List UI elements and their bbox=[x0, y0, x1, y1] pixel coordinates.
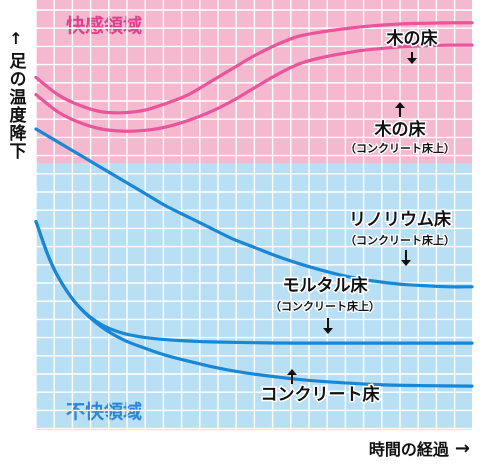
series-0-arrow-head bbox=[407, 58, 417, 64]
series-layer bbox=[34, 21, 474, 388]
series-1-sublabel: （コンクリート床上） bbox=[345, 141, 455, 155]
x-axis-arrow: → bbox=[454, 437, 470, 459]
labels-layer: 木の床木の床（コンクリート床上）リノリウム床（コンクリート床上）モルタル床（コン… bbox=[259, 27, 456, 407]
series-3-sublabel: （コンクリート床上） bbox=[270, 299, 380, 313]
series-2-arrow-head bbox=[401, 260, 411, 266]
series-1-label: 木の床 bbox=[374, 119, 427, 140]
series-2-sublabel: （コンクリート床上） bbox=[345, 233, 455, 247]
series-3-arrow-head bbox=[323, 328, 333, 334]
y-axis-label: 足の温度降下 bbox=[5, 52, 26, 160]
series-2-line bbox=[34, 127, 474, 289]
series-1-arrow-head bbox=[395, 102, 405, 108]
series-2-label: リノリウム床 bbox=[349, 209, 452, 230]
zone-1-label: 不快領域 bbox=[66, 400, 142, 423]
zone-0-label: 快感領域 bbox=[66, 14, 142, 37]
series-4-line bbox=[34, 219, 474, 388]
y-axis-arrow: ↑ bbox=[9, 29, 23, 48]
series-0-line bbox=[34, 21, 474, 115]
series-0-label: 木の床 bbox=[386, 28, 439, 49]
series-4-label: コンクリート床 bbox=[261, 384, 381, 405]
series-3-label: モルタル床 bbox=[283, 275, 369, 296]
series-4-arrow-head bbox=[287, 369, 297, 375]
x-axis-label: 時間の経過 bbox=[368, 440, 449, 459]
y-axis-label-group: ↑ 足の温度降下 bbox=[4, 29, 28, 161]
series-1-line bbox=[34, 43, 474, 133]
x-axis-label-group: 時間の経過 → bbox=[369, 436, 470, 460]
